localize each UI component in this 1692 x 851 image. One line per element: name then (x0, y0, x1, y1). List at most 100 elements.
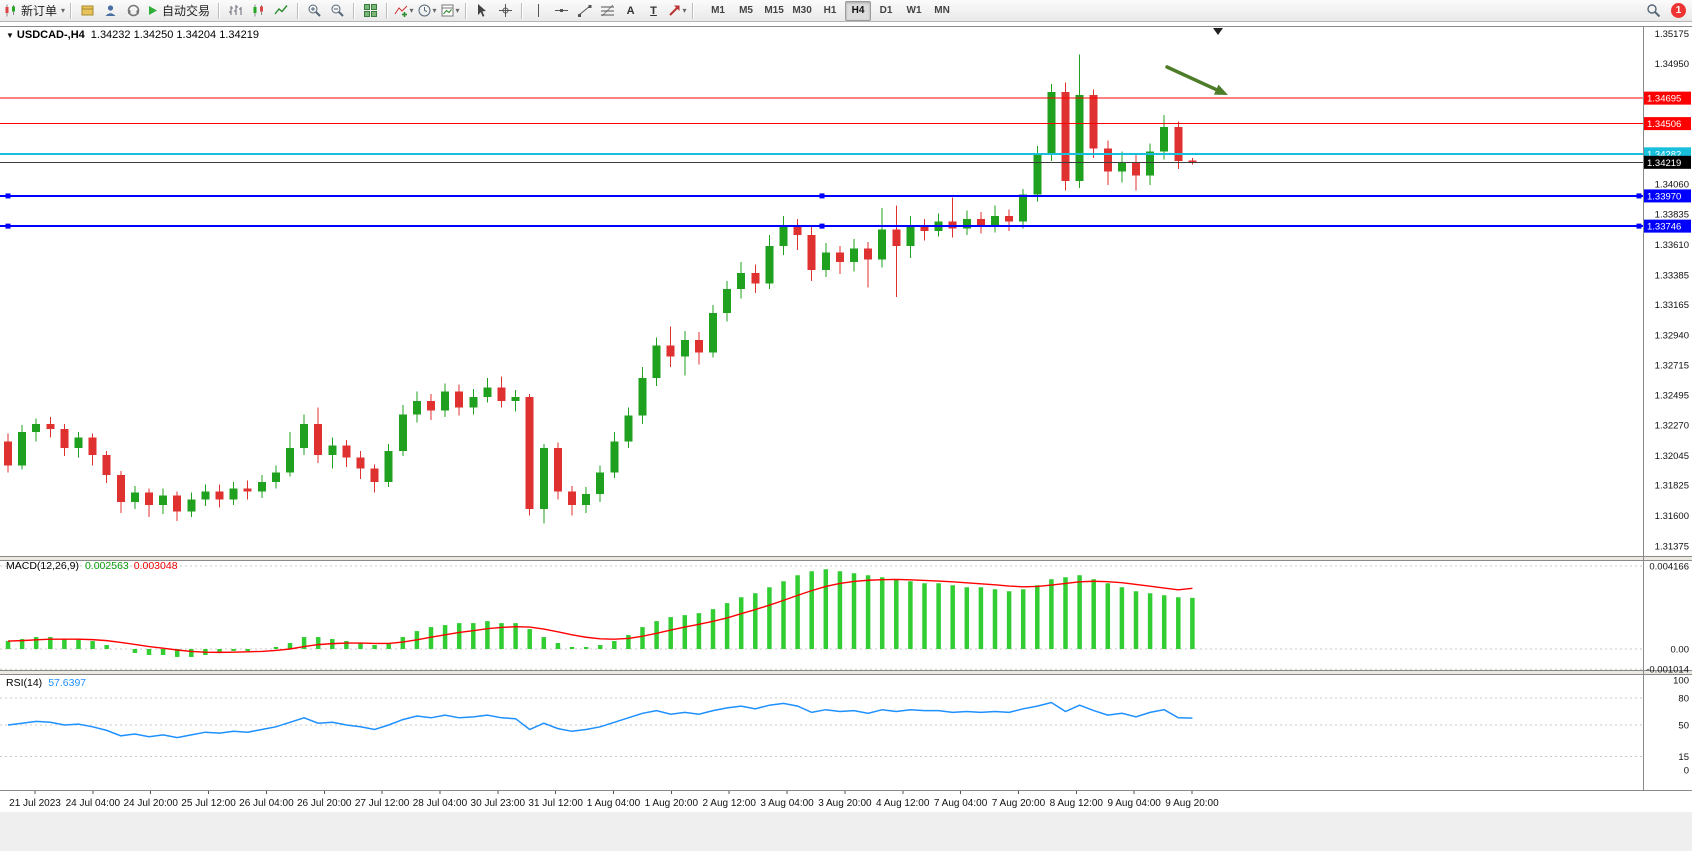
trendline-button[interactable] (574, 1, 595, 20)
line-handle[interactable] (5, 193, 11, 199)
search-button[interactable] (1643, 1, 1664, 20)
text-button[interactable]: A (626, 4, 635, 17)
candle-body (441, 391, 450, 411)
candle-body (892, 229, 901, 246)
clock-icon (418, 4, 431, 17)
candle-body (793, 225, 802, 236)
cursor-button[interactable] (472, 1, 493, 20)
price-tag-text: 1.34282 (1647, 149, 1681, 160)
chart-bars-button[interactable] (225, 1, 246, 20)
candle-body (412, 400, 421, 415)
new-order-candles-icon (5, 4, 15, 17)
terminal-button[interactable] (123, 1, 144, 20)
price-axis-label: 1.31600 (1655, 511, 1689, 522)
candle-body (652, 345, 661, 378)
new-order-button[interactable]: 新订单 ▾ (3, 1, 65, 20)
arrow-annotation-head[interactable] (1213, 84, 1228, 95)
zoom-out-button[interactable] (327, 1, 348, 20)
market-watch-button[interactable] (77, 1, 98, 20)
candle-body (737, 272, 746, 289)
price-axis-label: 1.35175 (1655, 29, 1689, 40)
auto-trading-play-icon (149, 6, 158, 15)
rsi-axis-label: 50 (1678, 721, 1689, 732)
horizontal-line-button[interactable] (551, 1, 572, 20)
timeframe-w1-button[interactable]: W1 (906, 5, 922, 16)
rsi-axis-label: 80 (1678, 694, 1689, 705)
time-axis-label: 2 Aug 12:00 (703, 798, 757, 809)
price-axis-label: 1.32495 (1655, 390, 1689, 401)
candle-body (300, 423, 309, 449)
indicators-button[interactable]: ▾ (393, 1, 414, 20)
candle-body (356, 457, 365, 469)
candle-body (257, 481, 266, 492)
timeframe-m15-button[interactable]: M15 (764, 5, 784, 16)
timeframe-m1-button[interactable]: M1 (711, 5, 725, 16)
chart-candles-button[interactable] (248, 1, 269, 20)
timeframe-h4-button[interactable]: H4 (845, 0, 872, 21)
candle-body (807, 235, 816, 271)
price-axis-label: 1.33610 (1655, 240, 1689, 251)
toolbar: 新订单 ▾ 自动交易 (0, 0, 1692, 22)
zoom-in-button[interactable] (304, 1, 325, 20)
macd-layer (5, 569, 1195, 657)
tile-windows-button[interactable] (360, 1, 381, 20)
terminal-headset-icon (127, 4, 140, 17)
price-tag-1.33970 (1644, 189, 1691, 203)
timeframe-h1-button[interactable]: H1 (823, 5, 837, 16)
vertical-line-icon (538, 4, 540, 17)
vertical-line-button[interactable] (528, 1, 549, 20)
line-handle[interactable] (819, 193, 825, 199)
candle-body (568, 491, 576, 505)
time-axis-label: 28 Jul 04:00 (413, 798, 468, 809)
chart-line-button[interactable] (271, 1, 292, 20)
line-chart-icon (274, 5, 288, 15)
candle-body (1103, 148, 1112, 172)
candle-body (1019, 194, 1028, 222)
candlestick-chart-icon (253, 4, 264, 17)
macd-axis-label: 0.004166 (1649, 561, 1689, 572)
line-handle[interactable] (819, 223, 825, 229)
time-axis-label: 3 Aug 20:00 (818, 798, 872, 809)
timeframe-m30-button[interactable]: M30 (792, 5, 812, 16)
rsi-axis-label: 0 (1684, 766, 1689, 777)
timeframe-d1-button[interactable]: D1 (879, 5, 893, 16)
navigator-button[interactable] (100, 1, 121, 20)
chart-shift-marker[interactable] (1213, 28, 1223, 35)
notification-badge[interactable]: 1 (1671, 3, 1686, 18)
time-axis-label: 25 Jul 12:00 (181, 798, 236, 809)
candle-body (497, 387, 506, 401)
candle-body (60, 429, 69, 449)
price-tag-text: 1.33970 (1647, 191, 1681, 202)
crosshair-icon (499, 4, 513, 17)
candle-body (74, 437, 83, 449)
templates-button[interactable]: ▾ (439, 1, 460, 20)
text-label-button[interactable]: T (650, 4, 657, 17)
candle-body (286, 448, 294, 473)
indicators-icon (394, 5, 407, 17)
candle-body (511, 396, 520, 401)
timeframe-m5-button[interactable]: M5 (739, 5, 753, 16)
candle-body (427, 400, 435, 411)
auto-trading-button[interactable]: 自动交易 (146, 1, 213, 20)
line-handle[interactable] (5, 223, 11, 229)
line-handle[interactable] (1636, 223, 1642, 229)
time-axis-label: 7 Aug 20:00 (992, 798, 1046, 809)
rsi-line (7, 701, 1193, 739)
candle-body (116, 475, 125, 503)
separator (297, 2, 300, 19)
price-axis-label: 1.33835 (1655, 210, 1689, 221)
time-axis-label: 24 Jul 04:00 (66, 798, 121, 809)
price-axis-label: 1.33385 (1655, 270, 1689, 281)
arrow-annotation[interactable] (1165, 65, 1218, 92)
fibonacci-button[interactable] (597, 1, 618, 20)
candle-body (314, 423, 323, 455)
periods-button[interactable]: ▾ (416, 1, 437, 20)
crosshair-button[interactable] (495, 1, 516, 20)
arrows-button[interactable]: ▾ (666, 1, 687, 20)
timeframe-mn-button[interactable]: MN (934, 5, 950, 16)
market-watch-icon (81, 5, 94, 16)
line-handle[interactable] (1636, 193, 1642, 199)
fibonacci-icon (601, 4, 615, 17)
price-tag-text: 1.34695 (1647, 94, 1681, 105)
